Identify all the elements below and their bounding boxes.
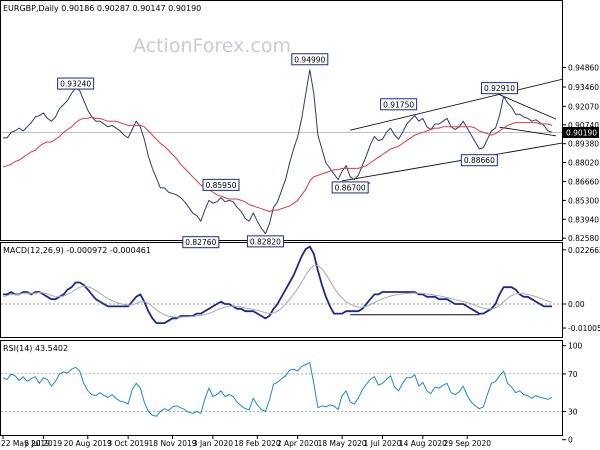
price-panel-title: EURGBP,Daily 0.90186 0.90287 0.90147 0.9… — [3, 4, 201, 13]
rsi-panel — [0, 340, 563, 436]
y-tick-label: 0.94860 — [568, 64, 599, 73]
x-tick-label: 18 Nov 2019 — [149, 439, 197, 448]
macd-y-axis: 0.022662 0.00 -0.010052 — [1, 246, 600, 333]
macd-panel-title: MACD(12,26,9) -0.000972 -0.000461 — [3, 246, 151, 255]
price-annotation-label: 0.91750 — [383, 100, 414, 109]
rsi-y-axis: 100 70 30 0 — [1, 342, 583, 445]
trendlines — [342, 78, 562, 184]
price-annotation-box — [246, 235, 284, 248]
y-tick-label: 0.93460 — [568, 83, 599, 92]
price-annotation-label: 0.92910 — [484, 84, 515, 93]
x-tick-label: 1 Jul 2020 — [364, 439, 402, 448]
last-price-label: 0.90190 — [566, 128, 597, 137]
x-tick-label: 3 Jan 2020 — [193, 439, 233, 448]
price-annotation-label: 0.93240 — [60, 80, 91, 89]
price-annotation-label: 0.82760 — [185, 238, 216, 247]
price-series-line — [2, 116, 553, 212]
trendline — [350, 78, 562, 131]
price-annotation-box — [380, 98, 418, 111]
y-tick-label: 0.90740 — [568, 121, 599, 130]
x-tick-label: 2 Apr 2020 — [277, 439, 319, 448]
price-y-axis: 0.94860 0.93460 0.92070 0.90740 0.89380 0.880… — [1, 64, 599, 243]
price-annotation-label: 0.82820 — [250, 237, 281, 246]
price-annotation-box — [481, 82, 519, 95]
price-annotation-box — [202, 178, 240, 191]
y-tick-label: 0.88020 — [568, 159, 599, 168]
rsi-panel-title: RSI(14) 43.5402 — [3, 344, 68, 353]
y-tick-label: 0 — [568, 436, 573, 445]
trendline — [499, 94, 557, 120]
macd-panel — [0, 242, 563, 338]
price-annotation-label: 0.86700 — [335, 183, 366, 192]
y-tick-label: -0.010052 — [568, 324, 600, 333]
x-tick-label: 5 Jul 2019 — [25, 439, 63, 448]
price-annotations: 0.93240 0.94990 0.91750 0.92910 0.85950 0.867… — [57, 53, 519, 249]
y-tick-label: 0.85300 — [568, 196, 599, 205]
x-tick-label: 14 Aug 2020 — [399, 439, 447, 448]
price-annotation-label: 0.85950 — [205, 181, 236, 190]
x-tick-label: 18 Feb 2020 — [234, 439, 281, 448]
price-series — [2, 69, 553, 235]
y-tick-label: 0.83940 — [568, 215, 599, 224]
y-tick-label: 70 — [568, 370, 578, 379]
price-series-line — [3, 69, 553, 235]
trendline — [499, 126, 557, 137]
price-annotation-box — [331, 181, 369, 194]
y-tick-label: 0.89380 — [568, 140, 599, 149]
x-tick-label: 3 Oct 2019 — [107, 439, 149, 448]
price-annotation-label: 0.94990 — [294, 55, 325, 64]
y-tick-label: 100 — [568, 342, 583, 351]
price-annotation-box — [57, 77, 95, 90]
price-annotation-box — [182, 236, 220, 249]
price-annotation-box — [460, 154, 498, 167]
macd-series — [2, 245, 553, 324]
watermark: ActionForex.com — [133, 35, 291, 57]
x-tick-label: 22 May 2019 — [1, 439, 50, 448]
rsi-series — [2, 362, 553, 417]
price-panel — [0, 0, 563, 241]
macd-series-line — [3, 245, 552, 324]
y-tick-label: 0.92070 — [568, 102, 599, 111]
y-tick-label: 0.82580 — [568, 234, 599, 243]
x-tick-label: 29 Sep 2020 — [443, 439, 491, 448]
x-tick-label: 18 May 2020 — [318, 439, 367, 448]
y-tick-label: 0.86660 — [568, 178, 599, 187]
price-annotation-label: 0.88660 — [464, 156, 495, 165]
last-price-box — [563, 126, 599, 138]
price-annotation-box — [291, 53, 329, 66]
x-tick-label: 20 Aug 2019 — [64, 439, 112, 448]
macd-series-line — [2, 265, 553, 318]
y-tick-label: 0.022662 — [568, 246, 600, 255]
trendline — [342, 142, 562, 182]
y-tick-label: 30 — [568, 408, 578, 417]
y-tick-label: 0.00 — [568, 300, 585, 309]
rsi-series-line — [2, 362, 553, 417]
